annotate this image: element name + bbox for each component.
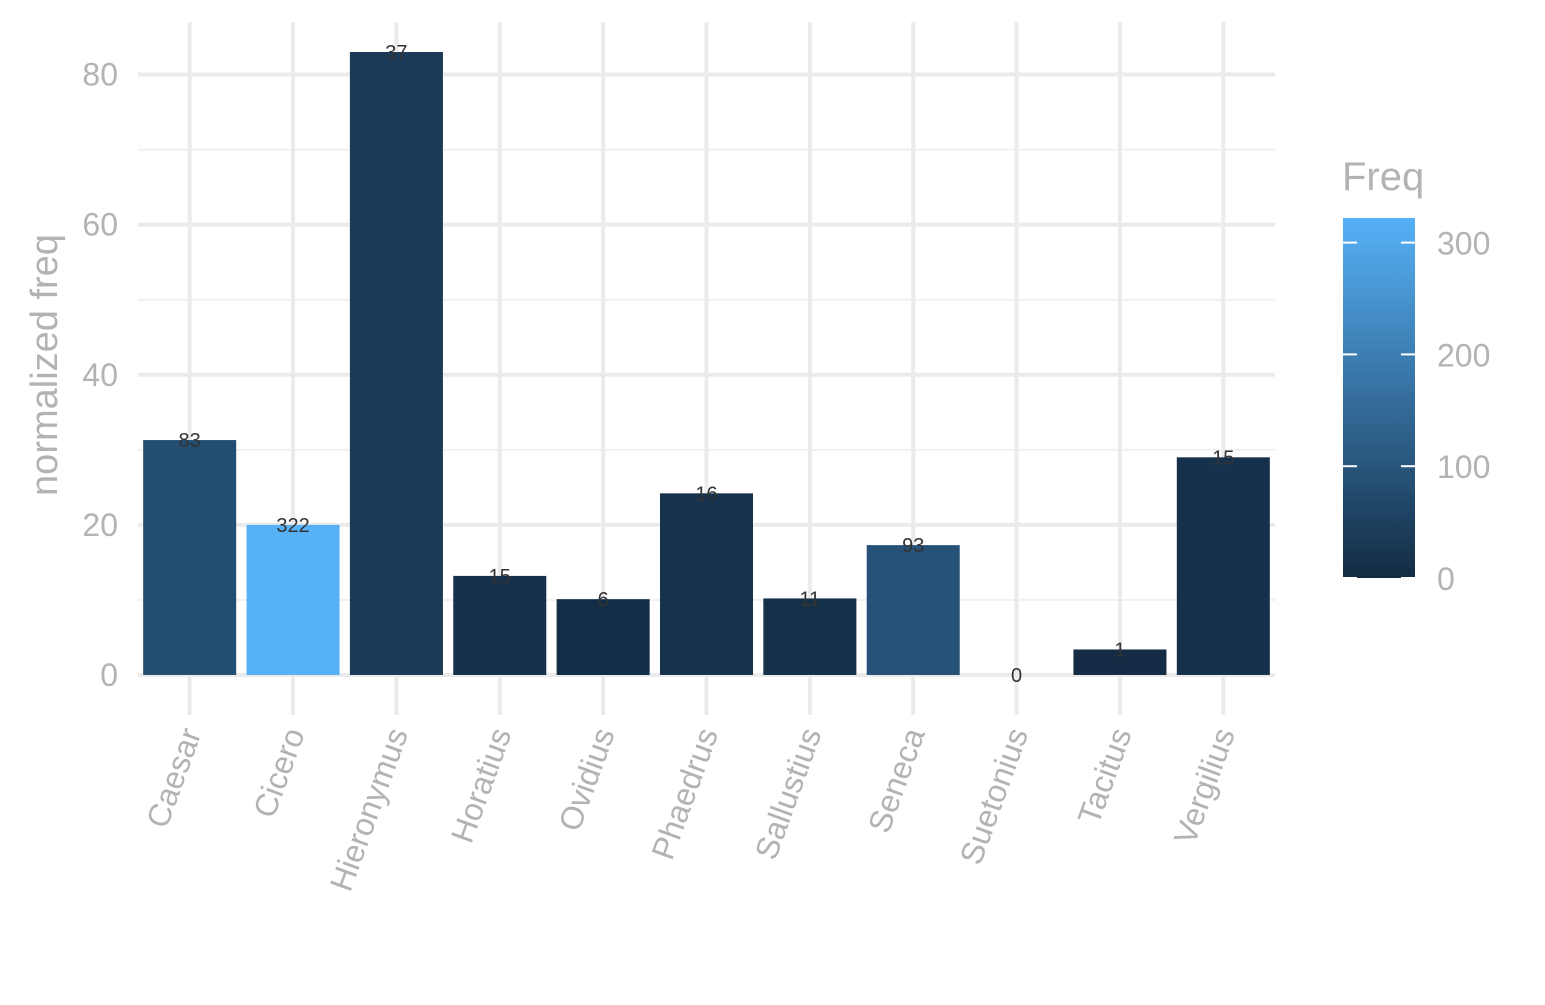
legend-tick-label: 0 (1437, 561, 1455, 597)
bar-label-hieronymus: 37 (385, 42, 407, 64)
bar-seneca (866, 545, 960, 675)
bar-hieronymus (349, 52, 443, 675)
x-axis: Caesar Cicero Hieronymus Horatius Ovidius Pha… (139, 705, 1242, 896)
y-tick-label: 20 (82, 507, 118, 543)
bar-caesar (143, 440, 237, 675)
bar-label-caesar: 83 (179, 430, 201, 452)
x-tick-label-horatius: Horatius (444, 723, 519, 847)
y-tick-label: 40 (82, 357, 118, 393)
legend-colorbar (1343, 218, 1415, 578)
color-legend: Freq 0 100 200 300 (1342, 155, 1490, 597)
bar-label-suetonius: 0 (1011, 665, 1022, 687)
bar-label-cicero: 322 (276, 515, 309, 537)
bar-horatius (453, 575, 547, 675)
y-tick-label: 80 (82, 57, 118, 93)
bar-label-sallustius: 11 (799, 588, 820, 610)
x-tick-label-cicero: Cicero (246, 723, 311, 822)
x-tick-label-tacitus: Tacitus (1071, 723, 1139, 829)
legend-ticks: 0 100 200 300 (1343, 226, 1490, 597)
x-tick-label-hieronymus: Hieronymus (323, 723, 415, 896)
x-tick-label-caesar: Caesar (139, 723, 208, 833)
bar-label-horatius: 15 (489, 566, 511, 588)
x-tick-label-suetonius: Suetonius (953, 723, 1036, 869)
legend-tick-label: 100 (1437, 449, 1490, 485)
y-axis: 0 20 40 60 80 (82, 57, 118, 693)
bar-phaedrus (659, 493, 754, 675)
x-tick-label-ovidius: Ovidius (551, 723, 621, 836)
bar-tacitus (1073, 649, 1167, 675)
y-axis-title: normalized freq (24, 234, 66, 496)
legend-title: Freq (1342, 155, 1424, 199)
bar-cicero (246, 524, 340, 675)
bar-label-ovidius: 6 (598, 589, 609, 611)
bar-label-tacitus: 1 (1114, 639, 1125, 661)
x-tick-label-seneca: Seneca (861, 723, 932, 837)
legend-tick-label: 300 (1437, 226, 1490, 262)
x-tick-label-phaedrus: Phaedrus (644, 723, 725, 864)
bar-label-phaedrus: 16 (695, 483, 717, 505)
x-tick-label-vergilius: Vergilius (1167, 723, 1242, 849)
bar-vergilius (1176, 457, 1270, 675)
bar-labels: 83 322 37 15 6 16 11 93 0 1 15 (179, 42, 1235, 687)
bar-label-seneca: 93 (902, 535, 924, 557)
y-tick-label: 60 (82, 207, 118, 243)
legend-tick-label: 200 (1437, 337, 1490, 373)
x-tick-label-sallustius: Sallustius (748, 723, 829, 864)
bar-ovidius (556, 599, 650, 675)
bar-sallustius (763, 598, 857, 675)
y-tick-label: 0 (100, 657, 118, 693)
bar-label-vergilius: 15 (1212, 447, 1234, 469)
bars (143, 52, 1270, 675)
